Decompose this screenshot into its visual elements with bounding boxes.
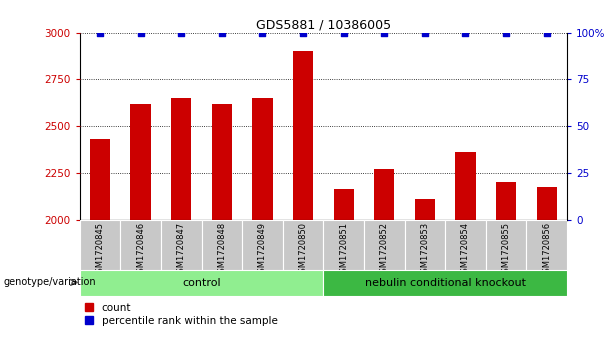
Bar <box>496 182 516 220</box>
Point <box>420 30 430 36</box>
Bar <box>293 52 313 220</box>
Text: control: control <box>182 278 221 288</box>
Point <box>217 30 227 36</box>
Bar <box>90 139 110 220</box>
Text: genotype/variation: genotype/variation <box>3 277 96 287</box>
Text: GSM1720847: GSM1720847 <box>177 222 186 278</box>
Bar <box>445 220 485 270</box>
Bar <box>415 199 435 220</box>
Bar <box>202 220 242 270</box>
Text: GSM1720845: GSM1720845 <box>96 222 104 278</box>
Bar <box>374 169 394 220</box>
Bar <box>324 220 364 270</box>
Text: GSM1720849: GSM1720849 <box>258 222 267 278</box>
Point <box>298 30 308 36</box>
Bar <box>120 220 161 270</box>
Text: GSM1720855: GSM1720855 <box>501 222 511 278</box>
Bar <box>333 189 354 220</box>
Bar <box>455 152 476 220</box>
Point <box>501 30 511 36</box>
Point <box>95 30 105 36</box>
Bar <box>161 220 202 270</box>
Text: nebulin conditional knockout: nebulin conditional knockout <box>365 278 526 288</box>
Point <box>257 30 267 36</box>
Point <box>542 30 552 36</box>
Text: GSM1720850: GSM1720850 <box>299 222 308 278</box>
Bar <box>405 220 445 270</box>
Text: GSM1720846: GSM1720846 <box>136 222 145 278</box>
Text: GSM1720853: GSM1720853 <box>421 222 429 278</box>
Point <box>177 30 186 36</box>
Point <box>379 30 389 36</box>
Bar <box>211 104 232 220</box>
Bar <box>486 220 527 270</box>
Point <box>460 30 470 36</box>
Bar <box>80 270 324 296</box>
Bar <box>527 220 567 270</box>
Text: GSM1720856: GSM1720856 <box>543 222 551 278</box>
Text: GSM1720851: GSM1720851 <box>339 222 348 278</box>
Legend: count, percentile rank within the sample: count, percentile rank within the sample <box>85 303 278 326</box>
Text: GSM1720854: GSM1720854 <box>461 222 470 278</box>
Point <box>339 30 349 36</box>
Bar <box>283 220 324 270</box>
Bar <box>364 220 405 270</box>
Title: GDS5881 / 10386005: GDS5881 / 10386005 <box>256 19 391 32</box>
Text: GSM1720848: GSM1720848 <box>218 222 226 278</box>
Bar <box>80 220 120 270</box>
Bar <box>536 187 557 220</box>
Bar <box>324 270 567 296</box>
Bar <box>253 98 273 220</box>
Bar <box>242 220 283 270</box>
Point <box>135 30 145 36</box>
Text: GSM1720852: GSM1720852 <box>380 222 389 278</box>
Bar <box>171 98 191 220</box>
Bar <box>131 104 151 220</box>
